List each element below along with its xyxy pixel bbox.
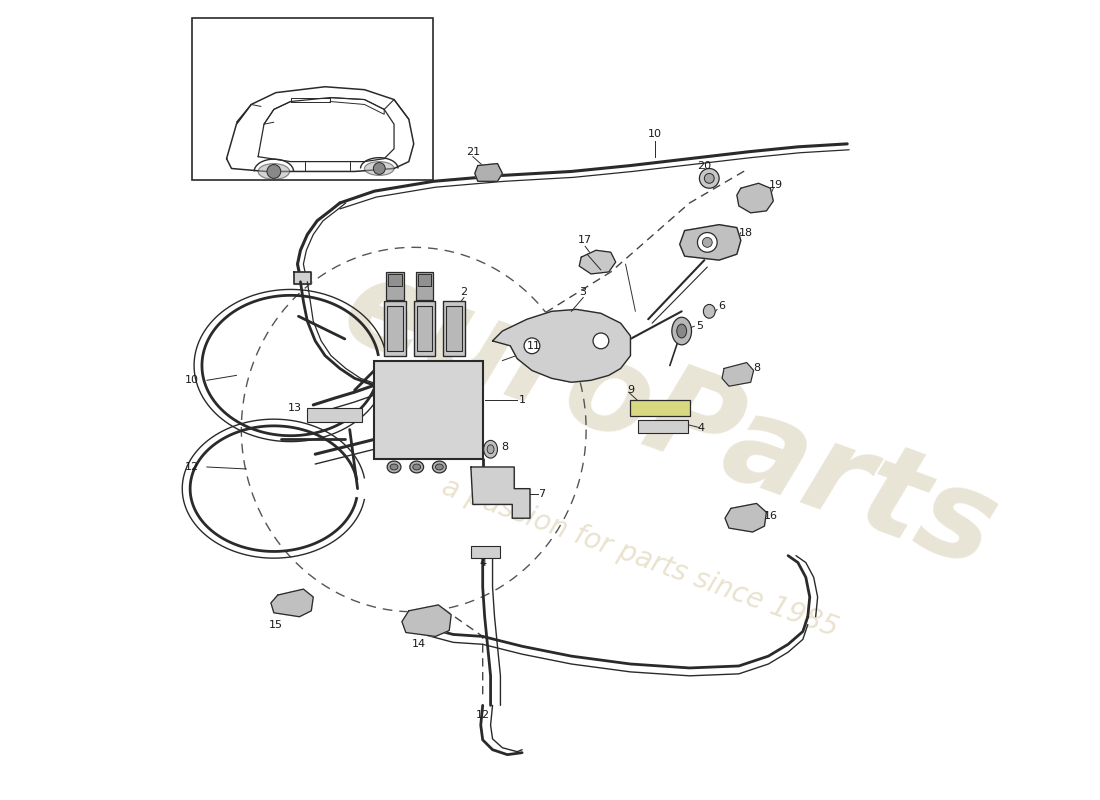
Circle shape — [704, 174, 714, 183]
Polygon shape — [725, 503, 767, 532]
Text: 14: 14 — [411, 639, 426, 650]
Text: 11: 11 — [527, 341, 541, 351]
Bar — [192, 18, 433, 180]
Text: 6: 6 — [718, 302, 726, 311]
Bar — [443, 302, 465, 356]
Bar — [386, 272, 404, 299]
Bar — [387, 306, 403, 350]
Ellipse shape — [412, 464, 420, 470]
Text: 5: 5 — [696, 321, 703, 331]
Circle shape — [267, 165, 280, 178]
Ellipse shape — [672, 318, 692, 345]
Text: 2: 2 — [461, 286, 468, 297]
Bar — [384, 302, 406, 356]
Polygon shape — [294, 272, 311, 284]
Bar — [418, 274, 431, 286]
Bar — [471, 546, 501, 558]
Circle shape — [593, 333, 608, 349]
Ellipse shape — [484, 440, 497, 458]
Bar — [416, 272, 433, 299]
Text: 18: 18 — [739, 227, 752, 238]
Bar — [374, 361, 483, 459]
Ellipse shape — [703, 305, 715, 318]
Bar — [417, 306, 432, 350]
Text: 4: 4 — [480, 558, 486, 567]
Text: 1: 1 — [518, 395, 526, 405]
Text: 3: 3 — [580, 286, 586, 297]
Text: 7: 7 — [538, 489, 546, 498]
Polygon shape — [493, 310, 630, 382]
Polygon shape — [475, 163, 503, 182]
Text: 9: 9 — [627, 385, 634, 395]
Text: 10: 10 — [648, 129, 662, 139]
Ellipse shape — [410, 461, 424, 473]
Ellipse shape — [364, 162, 394, 175]
Circle shape — [703, 238, 712, 247]
Ellipse shape — [432, 461, 447, 473]
Bar — [630, 400, 690, 416]
Polygon shape — [271, 589, 314, 617]
Text: 12: 12 — [475, 710, 490, 720]
Bar — [447, 306, 462, 350]
Circle shape — [697, 233, 717, 252]
Circle shape — [524, 338, 540, 354]
Bar — [388, 274, 401, 286]
Text: a passion for parts since 1985: a passion for parts since 1985 — [439, 473, 843, 642]
Ellipse shape — [390, 464, 398, 470]
Text: 20: 20 — [697, 161, 712, 170]
Text: 8: 8 — [754, 363, 760, 374]
Polygon shape — [471, 467, 530, 518]
Polygon shape — [737, 183, 773, 213]
Bar — [414, 302, 436, 356]
Bar — [638, 420, 688, 434]
Text: 13: 13 — [287, 403, 301, 413]
Polygon shape — [680, 225, 740, 260]
Ellipse shape — [436, 464, 443, 470]
Text: 21: 21 — [465, 146, 480, 157]
Circle shape — [373, 162, 385, 174]
Text: 16: 16 — [763, 511, 778, 522]
Text: 19: 19 — [769, 180, 783, 190]
Text: 8: 8 — [500, 442, 508, 452]
Ellipse shape — [487, 445, 494, 454]
Polygon shape — [580, 250, 616, 274]
Polygon shape — [402, 605, 451, 637]
Text: 10: 10 — [185, 375, 199, 386]
Bar — [307, 408, 362, 422]
Text: 17: 17 — [579, 235, 592, 246]
Text: 12: 12 — [185, 462, 199, 472]
Circle shape — [700, 169, 719, 188]
Text: 4: 4 — [697, 422, 705, 433]
Polygon shape — [722, 362, 754, 386]
Text: 15: 15 — [268, 620, 283, 630]
Ellipse shape — [676, 324, 686, 338]
Ellipse shape — [387, 461, 400, 473]
Ellipse shape — [258, 163, 289, 179]
Text: euroParts: euroParts — [328, 246, 1012, 594]
